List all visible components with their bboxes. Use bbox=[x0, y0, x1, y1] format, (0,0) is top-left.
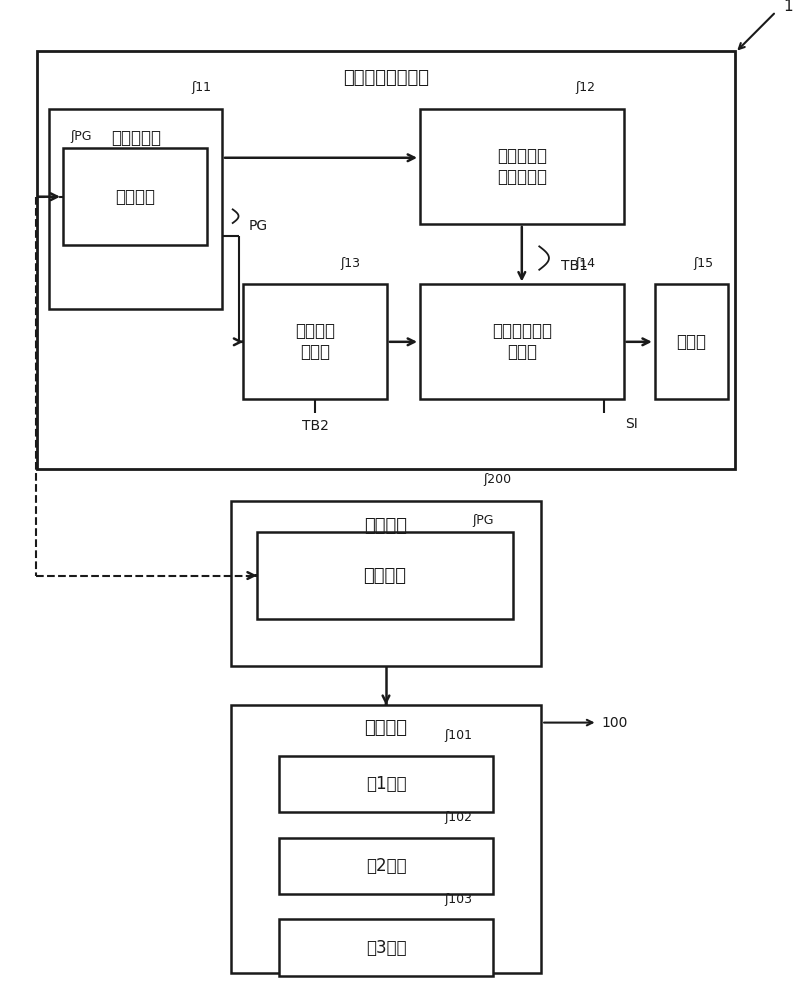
Text: ʃ14: ʃ14 bbox=[575, 257, 596, 270]
Text: 程序存储部: 程序存储部 bbox=[110, 129, 160, 147]
Bar bbox=[231, 705, 542, 973]
Text: 工作机械: 工作机械 bbox=[364, 719, 407, 737]
Text: PG: PG bbox=[249, 219, 268, 233]
Text: SI: SI bbox=[626, 417, 638, 431]
Text: ʃ15: ʃ15 bbox=[693, 257, 714, 270]
Bar bbox=[231, 501, 542, 666]
Text: 加工时间计算装置: 加工时间计算装置 bbox=[343, 69, 429, 87]
Text: 显示部: 显示部 bbox=[676, 333, 707, 351]
Text: 1: 1 bbox=[784, 0, 793, 14]
Text: ʃ102: ʃ102 bbox=[444, 811, 472, 824]
Text: ʃ11: ʃ11 bbox=[191, 81, 211, 94]
Text: 程序块执行
时间计算部: 程序块执行 时间计算部 bbox=[497, 147, 547, 186]
Bar bbox=[655, 284, 728, 399]
Bar bbox=[279, 919, 493, 976]
Text: ʃ12: ʃ12 bbox=[575, 81, 596, 94]
Text: ʃPG: ʃPG bbox=[472, 514, 494, 527]
Bar bbox=[420, 109, 623, 224]
Text: ʃ13: ʃ13 bbox=[341, 257, 360, 270]
Bar bbox=[279, 838, 493, 894]
Text: ʃ200: ʃ200 bbox=[483, 473, 511, 486]
Bar bbox=[279, 756, 493, 812]
Bar bbox=[63, 148, 206, 245]
Text: 第1系统: 第1系统 bbox=[366, 775, 407, 793]
Text: TB1: TB1 bbox=[561, 259, 588, 273]
Text: 第2系统: 第2系统 bbox=[366, 857, 407, 875]
Text: 加工程序: 加工程序 bbox=[114, 188, 155, 206]
Bar bbox=[37, 51, 735, 469]
Text: ʃ103: ʃ103 bbox=[444, 893, 472, 906]
Bar bbox=[244, 284, 387, 399]
Text: 等待指令
解析部: 等待指令 解析部 bbox=[295, 322, 335, 361]
Bar bbox=[420, 284, 623, 399]
Bar bbox=[49, 109, 222, 309]
Text: TB2: TB2 bbox=[302, 419, 329, 433]
Text: 数控装置: 数控装置 bbox=[364, 517, 407, 535]
Text: 系统循环时间
计算部: 系统循环时间 计算部 bbox=[491, 322, 552, 361]
Text: 第3系统: 第3系统 bbox=[366, 939, 407, 957]
Text: ʃPG: ʃPG bbox=[71, 130, 92, 143]
Bar bbox=[257, 532, 513, 619]
Text: ʃ101: ʃ101 bbox=[444, 729, 472, 742]
Text: 100: 100 bbox=[601, 716, 628, 730]
Text: 加工程序: 加工程序 bbox=[364, 567, 407, 585]
